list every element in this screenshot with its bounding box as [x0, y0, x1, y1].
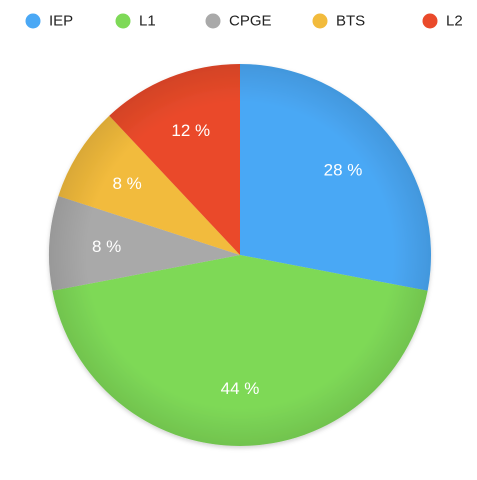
legend-label-l2: L2	[446, 13, 463, 30]
legend-label-bts: BTS	[336, 13, 365, 30]
legend: IEP L1 CPGE BTS L2	[25, 13, 463, 30]
legend-item-cpge: CPGE	[205, 13, 272, 30]
legend-label-iep: IEP	[49, 13, 73, 30]
legend-label-cpge: CPGE	[229, 13, 272, 30]
slice-label-iep: 28 %	[324, 160, 363, 179]
legend-swatch-bts	[312, 13, 328, 29]
legend-swatch-l1	[115, 13, 131, 29]
legend-item-l1: L1	[115, 13, 156, 30]
legend-item-bts: BTS	[312, 13, 365, 30]
legend-swatch-iep	[25, 13, 41, 29]
slice-label-cpge: 8 %	[92, 237, 121, 256]
pie-edge-shade	[49, 64, 431, 446]
legend-swatch-cpge	[205, 13, 221, 29]
legend-item-l2: L2	[422, 13, 463, 30]
legend-swatch-l2	[422, 13, 438, 29]
slice-label-bts: 8 %	[112, 174, 141, 193]
legend-label-l1: L1	[139, 13, 156, 30]
pie-slices	[48, 63, 432, 447]
legend-item-iep: IEP	[25, 13, 73, 30]
slice-label-l2: 12 %	[171, 121, 210, 140]
slice-label-l1: 44 %	[221, 379, 260, 398]
slice-labels: 28 % 44 % 8 % 8 % 12 %	[92, 121, 362, 398]
